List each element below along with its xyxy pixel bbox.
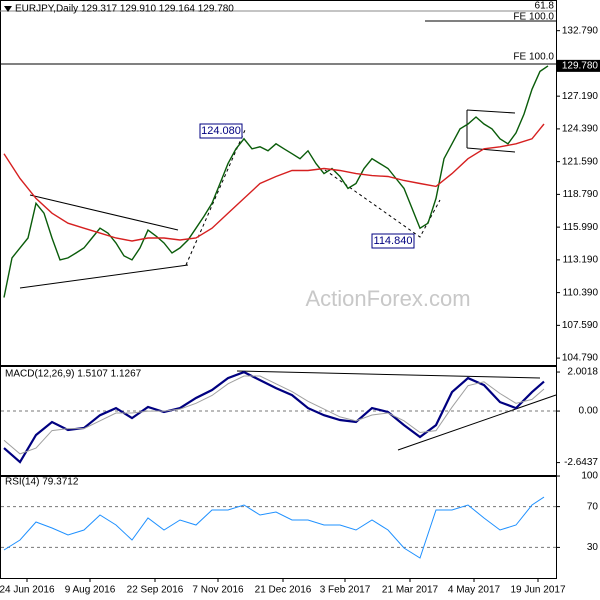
- y-tick-label: 113.190: [563, 255, 599, 266]
- annotation: 114.840: [374, 235, 413, 247]
- annotation-box: [199, 123, 243, 139]
- annotation: 124.080: [201, 125, 241, 137]
- annotation: FE 100.0: [513, 12, 554, 23]
- trendline: [466, 109, 516, 114]
- x-tick-label: 3 Feb 2017: [320, 585, 371, 596]
- symbol-icon: [4, 6, 12, 12]
- panel-title: MACD(12,26,9) 1.5107 1.1267: [5, 369, 142, 380]
- price-panel: [0, 0, 557, 366]
- trendline: [466, 147, 516, 153]
- annotation: 61.8: [535, 1, 555, 12]
- y-tick-label: 2.0018: [567, 367, 598, 378]
- series-line: [3, 123, 545, 242]
- y-tick-label: -2.6437: [564, 457, 598, 468]
- panel-title: RSI(14) 79.3712: [5, 477, 79, 488]
- annotation: FE 100.0: [513, 52, 554, 63]
- y-tick-label: 121.590: [562, 156, 599, 167]
- annotation-box: [371, 233, 415, 249]
- x-tick-label: 4 May 2017: [448, 585, 501, 596]
- x-tick-label: 21 Dec 2016: [255, 585, 312, 596]
- panel-title: EURJPY,Daily 129.317 129.910 129.164 129…: [15, 4, 234, 15]
- trendline: [19, 264, 189, 289]
- last-price-box: [557, 59, 600, 72]
- y-tick-label: 104.790: [562, 353, 599, 364]
- series-line: [3, 375, 545, 455]
- y-tick-label: 132.790: [562, 25, 599, 36]
- macd-panel: [0, 366, 557, 476]
- rsi-panel: [0, 476, 557, 579]
- last-price-label: 129.780: [562, 61, 599, 72]
- y-tick-label: 118.790: [563, 189, 599, 200]
- x-tick-label: 24 Jun 2016: [0, 585, 55, 596]
- macd-trendline: [397, 394, 557, 451]
- x-tick-label: 22 Sep 2016: [127, 585, 184, 596]
- dashed-trendline: [185, 129, 441, 266]
- y-tick-label: 107.590: [562, 320, 599, 331]
- y-tick-label: 100: [581, 471, 598, 482]
- y-tick-label: 30: [587, 542, 599, 553]
- y-tick-label: 110.390: [563, 287, 599, 298]
- series-line: [3, 496, 545, 559]
- trendlines: [0, 10, 557, 451]
- y-tick-label: 127.190: [562, 91, 599, 102]
- x-tick-label: 21 Mar 2017: [382, 585, 439, 596]
- y-tick-label: 70: [587, 501, 599, 512]
- macd-trendline: [236, 370, 541, 379]
- y-tick-label: 124.390: [562, 124, 599, 135]
- trendline: [29, 194, 179, 231]
- watermark: ActionForex.com: [305, 286, 470, 311]
- y-tick-label: 0.00: [579, 406, 599, 417]
- series-line: [3, 65, 549, 298]
- x-tick-label: 7 Nov 2016: [192, 585, 244, 596]
- series-line: [3, 370, 545, 464]
- x-tick-label: 9 Aug 2016: [65, 585, 116, 596]
- x-tick-label: 19 Jun 2017: [510, 585, 565, 596]
- y-tick-label: 115.990: [563, 222, 599, 233]
